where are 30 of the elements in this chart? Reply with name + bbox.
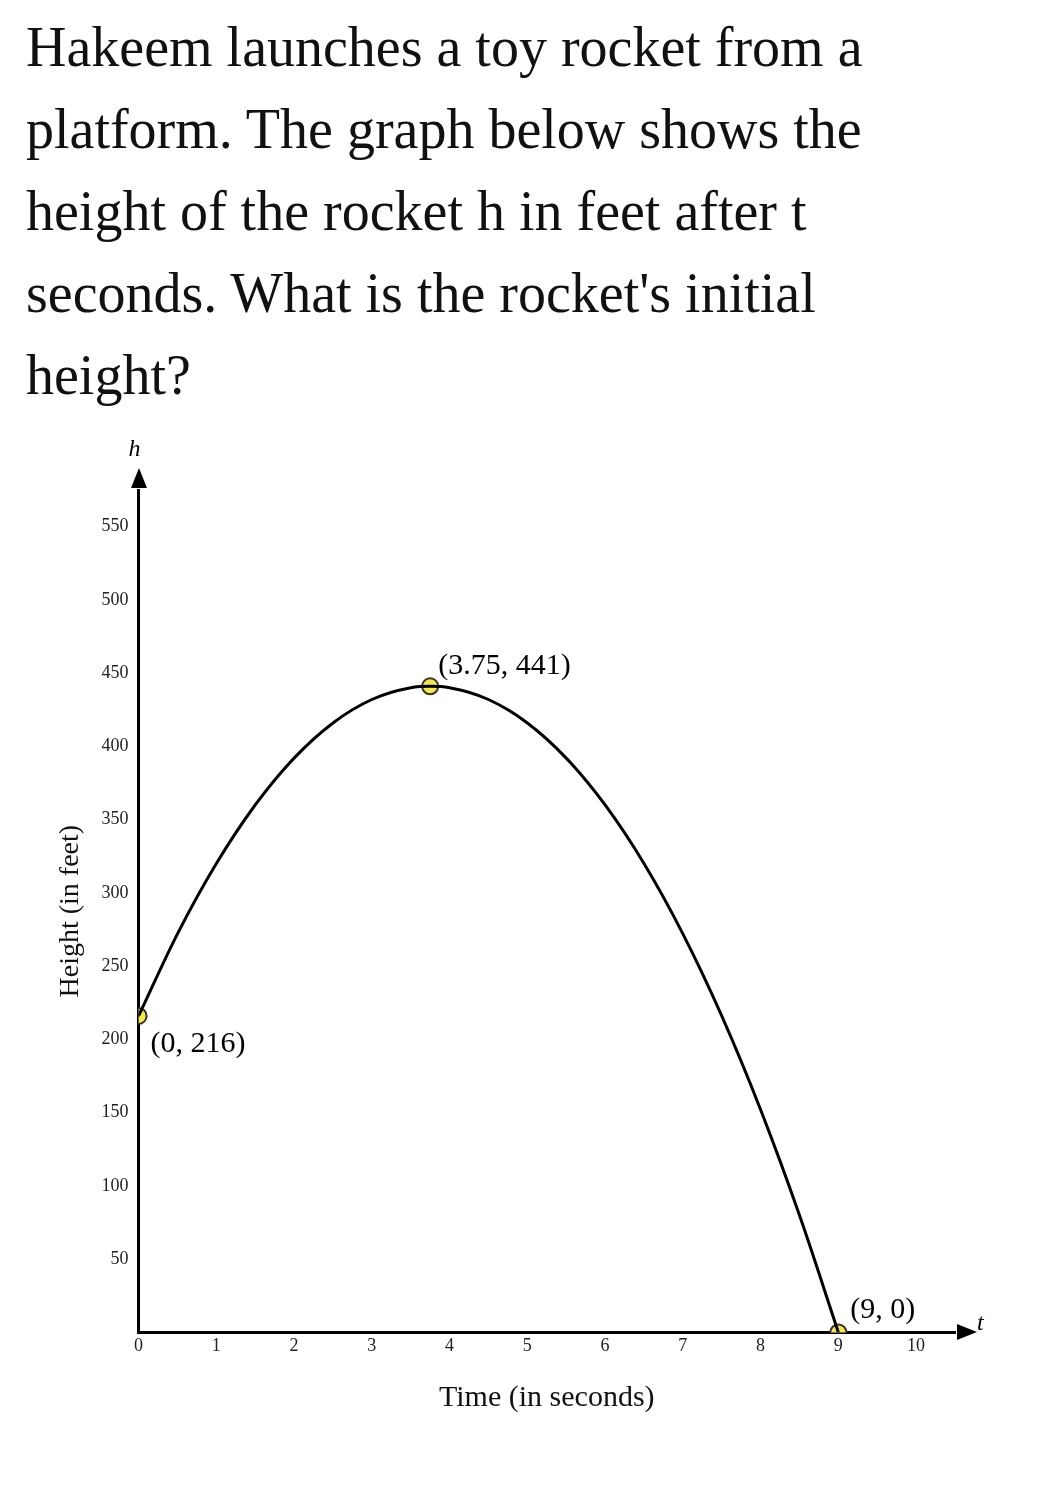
data-label: (0, 216): [150, 1024, 246, 1059]
y-tick-label: 200: [101, 1028, 129, 1049]
x-tick-label: 8: [756, 1334, 766, 1355]
text: t: [977, 1309, 985, 1336]
data-label: (9, 0): [850, 1291, 916, 1326]
x-tick-label: 7: [678, 1334, 688, 1355]
x-tick-label: 9: [833, 1334, 843, 1355]
x-tick-label: 6: [600, 1334, 610, 1355]
x-tick-label: 1: [211, 1334, 221, 1355]
y-tick-label: 400: [101, 735, 129, 756]
y-tick-label: 250: [101, 954, 129, 975]
y-tick-label: 100: [101, 1174, 129, 1195]
text: h: [128, 435, 141, 461]
x-tick-label: 0: [134, 1334, 144, 1355]
x-tick-label: 5: [522, 1334, 532, 1355]
x-tick-label: 4: [445, 1334, 455, 1355]
x-tick-label: 2: [289, 1334, 299, 1355]
x-tick-label: 10: [907, 1334, 926, 1355]
x-tick-label: 3: [367, 1334, 377, 1355]
y-tick-label: 50: [110, 1247, 129, 1268]
chart-title: Hakeem launches a toy rocket from a platform. The graph below shows the height of the rocket h in feet after t seconds. What is the rocket's initial height?: [25, 15, 864, 408]
data-label: (3.75, 441): [438, 647, 571, 682]
y-tick-label: 350: [101, 808, 129, 829]
y-tick-label: 150: [101, 1101, 129, 1122]
y-tick-label: 550: [101, 515, 129, 536]
y-axis-title: Height (in feet): [53, 824, 85, 998]
y-tick-label: 450: [101, 661, 129, 682]
y-tick-label: 300: [101, 881, 129, 902]
y-tick-label: 500: [101, 588, 129, 609]
x-axis-title: Time (in seconds): [439, 1378, 655, 1413]
